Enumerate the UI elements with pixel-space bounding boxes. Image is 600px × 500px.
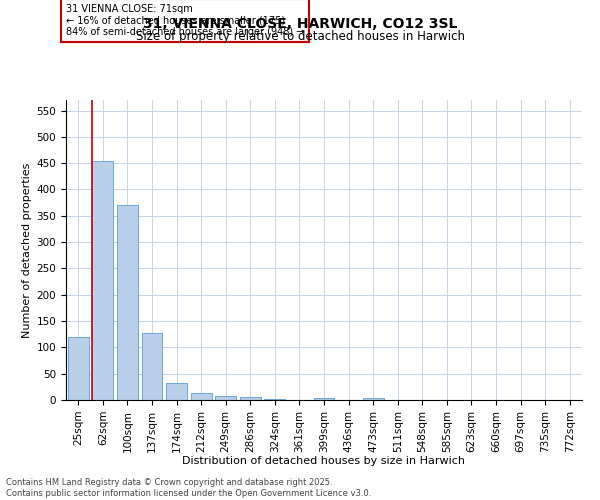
Text: 31 VIENNA CLOSE: 71sqm
← 16% of detached houses are smaller (175)
84% of semi-de: 31 VIENNA CLOSE: 71sqm ← 16% of detached… (66, 4, 304, 37)
Bar (362, 398, 383, 400)
Bar (142, 333, 163, 400)
Bar (191, 393, 212, 400)
Text: 31, VIENNA CLOSE, HARWICH, CO12 3SL: 31, VIENNA CLOSE, HARWICH, CO12 3SL (143, 18, 457, 32)
Bar (68, 337, 89, 400)
Bar (166, 382, 187, 400)
Bar (215, 396, 236, 400)
Text: Contains HM Land Registry data © Crown copyright and database right 2025.
Contai: Contains HM Land Registry data © Crown c… (6, 478, 371, 498)
X-axis label: Distribution of detached houses by size in Harwich: Distribution of detached houses by size … (182, 456, 466, 466)
Bar (240, 398, 261, 400)
Text: Size of property relative to detached houses in Harwich: Size of property relative to detached ho… (136, 30, 464, 43)
Bar (314, 398, 334, 400)
Bar (92, 160, 113, 400)
Y-axis label: Number of detached properties: Number of detached properties (22, 162, 32, 338)
Bar (117, 206, 138, 400)
